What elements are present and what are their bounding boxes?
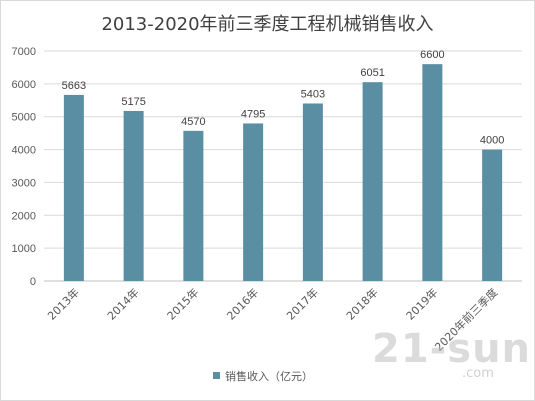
y-axis-ticks: 0 1000 2000 3000 4000 5000 6000 7000	[12, 46, 36, 288]
y-tick-label: 0	[30, 276, 36, 288]
watermark-domain: .com	[462, 366, 494, 381]
watermark-logo: 21-sun	[372, 326, 532, 372]
data-label: 4000	[480, 135, 504, 147]
data-label: 6051	[360, 67, 384, 79]
y-tick-label: 1000	[12, 243, 36, 255]
x-tick-label: 2017年	[284, 285, 321, 322]
data-label: 5403	[301, 88, 325, 100]
y-tick-label: 5000	[12, 112, 36, 124]
grid-lines	[44, 50, 522, 282]
y-tick-label: 7000	[12, 46, 36, 58]
data-label: 4570	[181, 116, 205, 128]
x-tick-label: 2016年	[224, 285, 261, 322]
bar	[123, 110, 144, 281]
bar	[422, 64, 443, 282]
data-label: 6600	[420, 49, 444, 61]
bar	[302, 103, 323, 281]
x-tick-label: 2019年	[403, 285, 440, 322]
y-tick-label: 6000	[12, 79, 36, 91]
x-tick-label: 2018年	[343, 285, 380, 322]
data-labels: 5663 5175 4570 4795 5403 6051 6600 4000	[62, 49, 505, 146]
y-tick-label: 4000	[12, 145, 36, 157]
bar	[362, 82, 383, 281]
legend-label: 销售收入（亿元）	[225, 369, 313, 383]
y-tick-label: 3000	[12, 177, 36, 189]
legend: 销售收入（亿元）	[213, 369, 313, 383]
data-label: 4795	[241, 108, 265, 120]
data-label: 5663	[62, 80, 86, 92]
x-tick-label: 2014年	[104, 285, 141, 322]
bar	[243, 123, 264, 281]
chart-title: 2013-2020年前三季度工程机械销售收入	[101, 14, 434, 35]
y-tick-label: 2000	[12, 210, 36, 222]
bars	[63, 64, 503, 282]
legend-swatch	[213, 372, 220, 379]
bar	[183, 130, 204, 281]
data-label: 5175	[121, 96, 145, 108]
bar	[63, 94, 84, 282]
bar	[482, 149, 503, 281]
x-tick-label: 2015年	[164, 285, 201, 322]
x-tick-label: 2013年	[45, 285, 82, 322]
